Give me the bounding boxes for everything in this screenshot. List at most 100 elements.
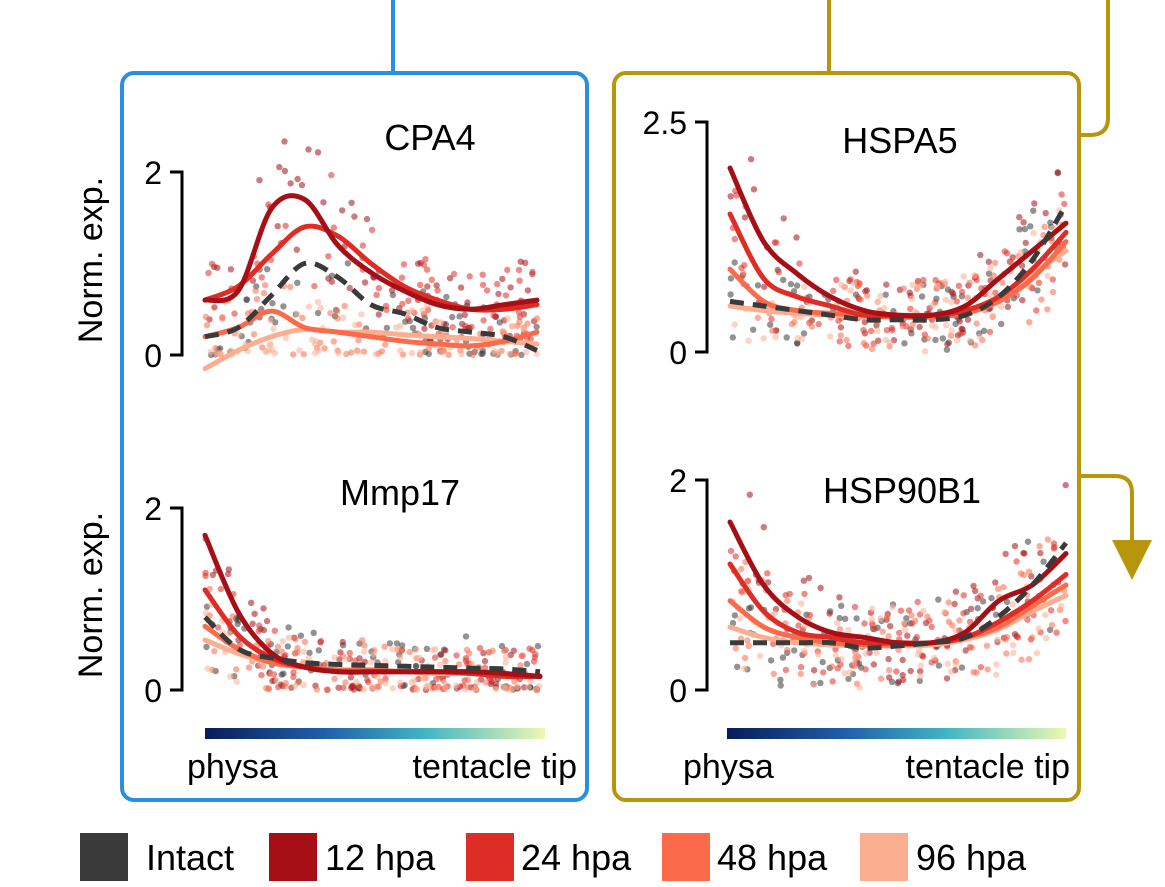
data-point: [414, 260, 422, 267]
data-point: [359, 242, 366, 249]
data-point: [851, 603, 859, 611]
data-point: [250, 331, 258, 338]
data-point: [260, 626, 267, 634]
data-point: [731, 321, 738, 328]
data-point: [944, 340, 951, 348]
y-tick-label-bottom: 0: [669, 673, 687, 709]
data-point: [1009, 601, 1016, 608]
data-point: [796, 260, 803, 267]
data-point: [971, 272, 978, 279]
data-point: [977, 251, 984, 259]
data-point: [1026, 319, 1033, 326]
data-point: [1025, 656, 1033, 663]
data-point: [419, 307, 426, 314]
data-point: [328, 278, 335, 285]
data-point: [829, 678, 836, 685]
data-point: [363, 215, 371, 223]
data-point: [954, 337, 961, 344]
data-point: [864, 292, 871, 299]
data-point: [441, 678, 448, 686]
blue-group-box: [120, 71, 589, 802]
data-point: [248, 599, 255, 606]
data-point: [976, 333, 984, 341]
data-point: [1038, 296, 1045, 303]
data-point: [308, 336, 316, 343]
data-point: [795, 622, 802, 629]
data-point: [282, 334, 290, 342]
data-point: [203, 322, 211, 329]
data-point: [997, 303, 1005, 310]
data-point: [226, 673, 234, 680]
data-point: [760, 335, 767, 342]
data-point: [1020, 571, 1027, 579]
data-point: [231, 310, 238, 317]
data-point: [971, 587, 979, 595]
data-point: [468, 323, 475, 331]
data-point: [979, 598, 987, 605]
data-point: [472, 686, 480, 693]
data-point: [311, 282, 318, 290]
data-point: [934, 282, 941, 290]
y-axis: [695, 120, 709, 354]
data-point: [862, 650, 869, 657]
data-point: [413, 685, 420, 693]
y-axis: [695, 478, 709, 692]
data-point: [852, 268, 859, 275]
data-point: [281, 138, 288, 145]
data-point: [952, 588, 960, 595]
data-point: [298, 181, 306, 189]
data-point: [754, 314, 762, 321]
data-point: [988, 594, 995, 602]
data-point: [1013, 558, 1020, 565]
data-point: [966, 337, 973, 344]
data-point: [1044, 306, 1051, 313]
data-point: [879, 628, 886, 635]
data-point: [836, 338, 843, 345]
data-point: [832, 652, 839, 659]
data-point: [502, 659, 509, 666]
data-point: [274, 223, 281, 230]
data-point: [1061, 200, 1068, 208]
data-point: [429, 647, 436, 654]
data-point: [258, 274, 265, 281]
gradient-bar-left: physa tentacle tip: [187, 728, 577, 786]
data-point: [837, 661, 844, 668]
data-point: [782, 666, 790, 674]
data-point: [918, 293, 926, 300]
data-point: [425, 682, 432, 690]
data-point: [285, 634, 293, 641]
data-point: [346, 650, 353, 657]
data-point: [868, 345, 876, 353]
data-point: [838, 602, 845, 609]
data-point: [479, 271, 486, 278]
data-point: [801, 283, 808, 291]
data-point: [917, 672, 924, 680]
data-point: [842, 615, 849, 622]
data-point: [348, 199, 355, 206]
data-point: [438, 349, 446, 356]
data-point: [826, 610, 833, 617]
data-point: [274, 643, 282, 650]
data-point: [948, 668, 955, 675]
data-point: [984, 666, 991, 673]
data-point: [515, 266, 523, 274]
data-point: [901, 626, 909, 633]
data-point: [905, 607, 913, 614]
data-point: [998, 320, 1005, 328]
data-point: [732, 553, 739, 560]
data-point: [260, 289, 268, 297]
data-point: [993, 671, 1000, 678]
data-point: [482, 679, 490, 686]
data-point: [361, 642, 368, 649]
data-point: [820, 669, 827, 676]
data-point: [847, 287, 854, 294]
data-point: [360, 686, 367, 693]
data-point: [991, 259, 999, 266]
gradient-bar-right: physa tentacle tip: [683, 728, 1070, 786]
data-point: [837, 324, 845, 331]
data-point: [992, 579, 999, 586]
data-point: [739, 589, 746, 596]
data-point: [738, 565, 745, 573]
data-point: [413, 646, 420, 653]
data-point: [958, 664, 966, 671]
